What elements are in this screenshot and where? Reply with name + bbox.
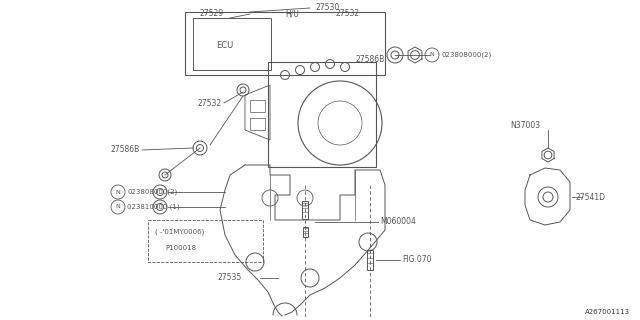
Text: 27586B: 27586B xyxy=(111,146,140,155)
Bar xyxy=(367,250,373,270)
Bar xyxy=(148,220,263,262)
Bar xyxy=(302,201,308,219)
Bar xyxy=(303,227,307,237)
Text: ( -'01MY0006): ( -'01MY0006) xyxy=(155,229,204,235)
Text: 27529: 27529 xyxy=(200,9,224,18)
Text: 023810000 (1): 023810000 (1) xyxy=(127,204,180,210)
Text: A267001113: A267001113 xyxy=(585,309,630,315)
Bar xyxy=(250,100,265,112)
Text: H/U: H/U xyxy=(285,10,299,19)
Text: P100018: P100018 xyxy=(165,245,196,251)
Text: N: N xyxy=(116,204,120,210)
Text: 27532: 27532 xyxy=(198,99,222,108)
Text: FIG.070: FIG.070 xyxy=(402,255,431,265)
Text: 27535: 27535 xyxy=(218,274,243,283)
Text: N: N xyxy=(116,189,120,195)
Text: 023808000(2): 023808000(2) xyxy=(441,52,492,58)
Text: 27586B: 27586B xyxy=(355,55,384,65)
Bar xyxy=(268,62,376,167)
Bar xyxy=(250,118,265,130)
Text: M060004: M060004 xyxy=(380,218,416,227)
Bar xyxy=(193,18,271,70)
Text: N37003: N37003 xyxy=(510,121,540,130)
Text: N: N xyxy=(429,52,435,58)
Text: 27541D: 27541D xyxy=(575,193,605,202)
Text: ECU: ECU xyxy=(216,41,234,50)
Text: 023808000(2): 023808000(2) xyxy=(127,189,177,195)
Text: 27532: 27532 xyxy=(335,10,359,19)
Text: 27530: 27530 xyxy=(315,4,339,12)
Bar xyxy=(185,12,385,75)
